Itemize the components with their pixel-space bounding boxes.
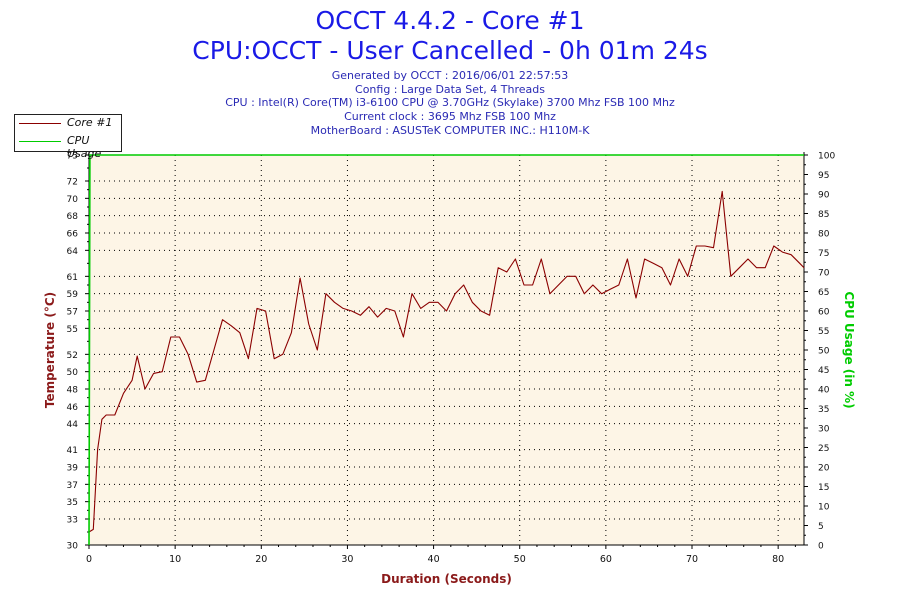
y-tick-label: 44 (67, 420, 79, 430)
chart-legend: Core #1 CPU Usage (14, 114, 122, 160)
y2-tick-label: 100 (818, 152, 835, 162)
y2-tick-label: 90 (818, 191, 830, 201)
y2-tick-label: 15 (818, 483, 829, 493)
y2-tick-label: 45 (818, 366, 829, 376)
y-tick-label: 59 (67, 290, 79, 300)
y-tick-label: 75 (67, 152, 78, 162)
y2-tick-label: 40 (818, 386, 830, 396)
y2-tick-label: 25 (818, 444, 829, 454)
y-tick-label: 55 (67, 325, 78, 335)
legend-label-core1: Core #1 (67, 116, 113, 129)
y-tick-label: 68 (67, 212, 79, 222)
y-tick-label: 50 (67, 368, 79, 378)
y-tick-label: 48 (67, 386, 79, 396)
x-tick-label: 80 (772, 554, 784, 565)
info-cpu: CPU : Intel(R) Core(TM) i3-6100 CPU @ 3.… (225, 96, 675, 110)
y2-tick-label: 80 (818, 230, 830, 240)
legend-item-cpu-usage: CPU Usage (15, 133, 121, 160)
y-tick-label: 35 (67, 498, 78, 508)
legend-label-cpu-usage: CPU Usage (67, 134, 102, 160)
info-config: Config : Large Data Set, 4 Threads (355, 82, 545, 96)
legend-swatch-cpu-usage (19, 141, 61, 142)
y2-tick-label: 30 (818, 425, 830, 435)
chart-title: OCCT 4.4.2 - Core #1 (315, 6, 585, 35)
x-tick-label: 20 (255, 554, 267, 565)
y2-tick-label: 35 (818, 405, 829, 415)
x-tick-label: 40 (428, 554, 440, 565)
y-tick-label: 39 (67, 464, 79, 474)
y2-tick-label: 10 (818, 503, 830, 513)
x-tick-label: 10 (169, 554, 181, 565)
y2-tick-label: 60 (818, 308, 830, 318)
y-tick-label: 33 (67, 516, 78, 526)
y-tick-label: 70 (67, 195, 79, 205)
y-tick-label: 37 (67, 481, 78, 491)
info-motherboard: MotherBoard : ASUSTeK COMPUTER INC.: H11… (310, 123, 590, 137)
y2-tick-label: 70 (818, 269, 830, 279)
x-tick-label: 60 (600, 554, 612, 565)
y-tick-label: 66 (67, 230, 79, 240)
y2-tick-label: 75 (818, 249, 829, 259)
legend-item-core1: Core #1 (15, 115, 121, 132)
x-tick-label: 50 (514, 554, 526, 565)
y2-tick-label: 50 (818, 347, 830, 357)
y-axis-label: Temperature (°C) (43, 292, 57, 408)
info-clock: Current clock : 3695 Mhz FSB 100 Mhz (344, 110, 556, 124)
x-axis-label: Duration (Seconds) (381, 572, 512, 586)
y2-tick-label: 20 (818, 464, 830, 474)
series-line-core-1 (88, 190, 805, 533)
plot-background (89, 155, 804, 545)
y-tick-label: 30 (67, 542, 79, 552)
y-tick-label: 61 (67, 273, 78, 283)
y2-tick-label: 55 (818, 327, 829, 337)
chart-subtitle: CPU:OCCT - User Cancelled - 0h 01m 24s (192, 36, 708, 65)
y-tick-label: 64 (67, 247, 79, 257)
series-line-cpu-usage (88, 154, 804, 546)
x-tick-label: 0 (86, 554, 92, 565)
legend-swatch-core1 (19, 123, 61, 124)
y2-tick-label: 65 (818, 288, 829, 298)
y2-axis-label: CPU Usage (in %) (842, 291, 856, 408)
y-tick-label: 52 (67, 351, 78, 361)
y2-tick-label: 95 (818, 171, 829, 181)
y-tick-label: 72 (67, 178, 78, 188)
y-tick-label: 57 (67, 308, 78, 318)
x-tick-label: 30 (341, 554, 353, 565)
run-info: Generated by OCCT : 2016/06/01 22:57:53 … (0, 69, 900, 138)
y-tick-label: 41 (67, 446, 78, 456)
y2-tick-label: 5 (818, 522, 824, 532)
x-tick-label: 70 (686, 554, 698, 565)
y2-tick-label: 0 (818, 542, 824, 552)
y-tick-label: 46 (67, 403, 79, 413)
info-generated: Generated by OCCT : 2016/06/01 22:57:53 (331, 69, 569, 82)
y2-tick-label: 85 (818, 210, 829, 220)
